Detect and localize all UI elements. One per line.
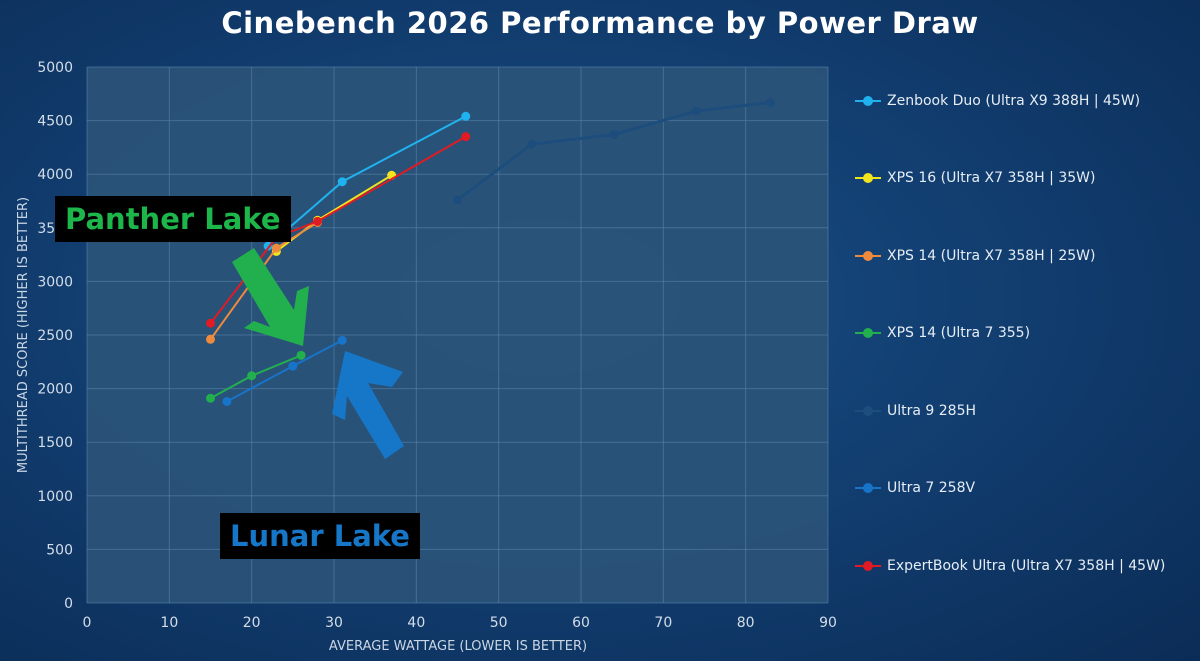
y-tick-label: 500 — [46, 542, 73, 558]
series-group — [206, 97, 775, 406]
data-point — [609, 130, 619, 140]
data-point — [765, 97, 775, 107]
legend-item-expertbook[interactable]: ExpertBook Ultra (Ultra X7 358H | 45W) — [855, 554, 1165, 578]
chart-title: Cinebench 2026 Performance by Power Draw — [221, 6, 979, 40]
legend-label: Ultra 7 258V — [887, 480, 976, 496]
legend-item-xps16[interactable]: XPS 16 (Ultra X7 358H | 35W) — [855, 166, 1095, 190]
x-tick-label: 50 — [490, 615, 508, 631]
legend-swatch — [855, 481, 881, 495]
y-tick-label: 4500 — [37, 114, 73, 130]
green-arrow — [232, 248, 309, 346]
data-point — [206, 318, 215, 328]
data-point — [461, 132, 471, 142]
lunar-lake-callout: Lunar Lake — [220, 513, 420, 559]
legend-label: XPS 16 (Ultra X7 358H | 35W) — [887, 170, 1096, 186]
legend-label: XPS 14 (Ultra 7 355) — [887, 325, 1031, 341]
y-axis-label: MULTITHREAD SCORE (HIGHER IS BETTER) — [16, 197, 31, 473]
x-tick-label: 60 — [572, 615, 590, 631]
legend-item-ultra7[interactable]: Ultra 7 258V — [855, 476, 975, 500]
x-axis-label: AVERAGE WATTAGE (LOWER IS BETTER) — [329, 639, 587, 654]
data-point — [271, 243, 281, 253]
data-point — [296, 350, 306, 360]
data-point — [337, 177, 347, 187]
data-point — [461, 111, 471, 121]
y-tick-label: 0 — [64, 596, 73, 612]
legend-swatch — [855, 94, 881, 108]
panther-lake-callout: Panther Lake — [55, 196, 291, 242]
x-tick-label: 80 — [737, 615, 755, 631]
data-point — [288, 361, 298, 371]
legend-swatch — [855, 404, 881, 418]
legend-item-ultra9[interactable]: Ultra 9 285H — [855, 399, 976, 423]
data-point — [206, 393, 215, 403]
series-3 — [206, 350, 306, 403]
legend-label: ExpertBook Ultra (Ultra X7 358H | 45W) — [887, 558, 1166, 574]
blue-arrow — [332, 351, 404, 459]
x-tick-label: 40 — [407, 615, 425, 631]
legend-swatch — [855, 249, 881, 263]
legend-swatch — [855, 326, 881, 340]
legend-label: Zenbook Duo (Ultra X9 388H | 45W) — [887, 93, 1141, 109]
x-tick-labels: 0 10 20 30 40 50 60 70 80 90 — [83, 615, 837, 631]
data-point — [313, 216, 323, 226]
x-tick-label: 0 — [83, 615, 92, 631]
data-point — [691, 106, 701, 116]
y-tick-label: 3000 — [37, 274, 73, 290]
y-tick-label: 2000 — [37, 382, 73, 398]
y-tick-label: 4000 — [37, 167, 73, 183]
legend-item-xps14-u7[interactable]: XPS 14 (Ultra 7 355) — [855, 321, 1030, 345]
legend-label: XPS 14 (Ultra X7 358H | 25W) — [887, 248, 1096, 264]
legend-swatch — [855, 171, 881, 185]
series-5 — [222, 335, 347, 406]
data-point — [222, 396, 232, 406]
series-4 — [453, 97, 775, 205]
data-point — [206, 334, 215, 344]
legend-label: Ultra 9 285H — [887, 403, 977, 419]
data-point — [337, 335, 347, 345]
data-point — [527, 139, 537, 149]
y-tick-label: 1000 — [37, 489, 73, 505]
y-tick-labels: 0500100015002000250030003500400045005000 — [37, 60, 73, 612]
annotation-arrows — [232, 248, 404, 459]
x-tick-label: 70 — [654, 615, 672, 631]
data-point — [453, 195, 462, 205]
legend-item-xps14-x7[interactable]: XPS 14 (Ultra X7 358H | 25W) — [855, 244, 1095, 268]
x-tick-label: 10 — [160, 615, 178, 631]
x-tick-label: 90 — [819, 615, 837, 631]
y-tick-label: 2500 — [37, 328, 73, 344]
x-tick-label: 20 — [243, 615, 261, 631]
x-tick-label: 30 — [325, 615, 343, 631]
legend-item-zenbook-duo[interactable]: Zenbook Duo (Ultra X9 388H | 45W) — [855, 89, 1140, 113]
y-tick-label: 5000 — [37, 60, 73, 76]
data-point — [247, 371, 257, 381]
legend-swatch — [855, 559, 881, 573]
y-tick-label: 1500 — [37, 435, 73, 451]
